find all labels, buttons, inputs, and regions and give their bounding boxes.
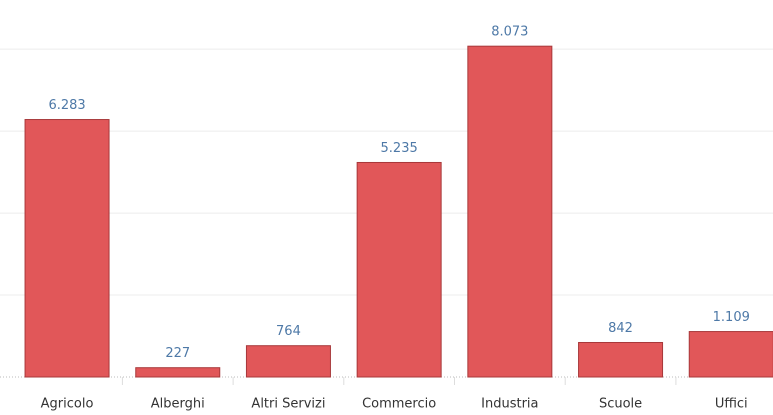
- value-label: 842: [608, 321, 633, 336]
- value-label: 8.073: [491, 25, 528, 40]
- x-tick-label: Commercio: [362, 397, 436, 412]
- bar: [245, 345, 331, 378]
- value-label: 764: [276, 324, 301, 339]
- bar: [467, 45, 553, 378]
- x-tick-label: Altri Servizi: [251, 397, 325, 412]
- value-label: 5.235: [381, 141, 418, 156]
- x-tick-label: Uffici: [715, 397, 748, 412]
- bar: [688, 331, 773, 378]
- bar: [356, 161, 442, 378]
- bar: [24, 119, 110, 378]
- x-tick-label: Agricolo: [41, 397, 94, 412]
- value-label: 1.109: [713, 310, 750, 325]
- value-label: 227: [165, 346, 190, 361]
- x-tick-label: Industria: [481, 397, 538, 412]
- x-tick-label: Alberghi: [151, 397, 205, 412]
- bar: [135, 367, 221, 378]
- bar: [578, 341, 664, 378]
- x-tick-label: Scuole: [599, 397, 642, 412]
- value-label: 6.283: [48, 98, 85, 113]
